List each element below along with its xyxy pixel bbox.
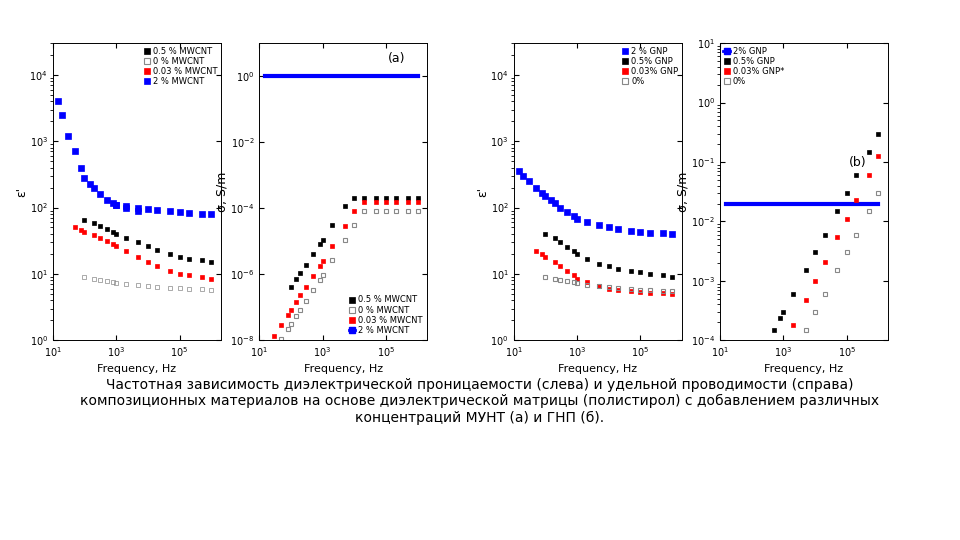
Legend: 2% GNP, 0.5% GNP, 0.03% GNP*, 0%: 2% GNP, 0.5% GNP, 0.03% GNP*, 0%	[723, 46, 784, 87]
Text: Частотная зависимость диэлектрической проницаемости (слева) и удельной проводимо: Частотная зависимость диэлектрической пр…	[81, 378, 879, 424]
X-axis label: Frequency, Hz: Frequency, Hz	[764, 364, 844, 374]
X-axis label: Frequency, Hz: Frequency, Hz	[303, 364, 383, 374]
Y-axis label: σ, S/m: σ, S/m	[216, 172, 228, 212]
Y-axis label: ε': ε'	[15, 187, 28, 197]
X-axis label: Frequency, Hz: Frequency, Hz	[558, 364, 637, 374]
Legend: 0.5 % MWCNT, 0 % MWCNT, 0.03 % MWCNT, 2 % MWCNT: 0.5 % MWCNT, 0 % MWCNT, 0.03 % MWCNT, 2 …	[143, 46, 218, 87]
Text: (a): (a)	[388, 52, 405, 65]
Y-axis label: ε': ε'	[476, 187, 489, 197]
Legend: 0.5 % MWCNT, 0 % MWCNT, 0.03 % MWCNT, 2 % MWCNT: 0.5 % MWCNT, 0 % MWCNT, 0.03 % MWCNT, 2 …	[348, 295, 423, 336]
Legend: 2 % GNP, 0.5% GNP, 0.03% GNP, 0%: 2 % GNP, 0.5% GNP, 0.03% GNP, 0%	[621, 46, 679, 87]
X-axis label: Frequency, Hz: Frequency, Hz	[97, 364, 177, 374]
Text: (b): (b)	[849, 156, 866, 169]
Y-axis label: σ, S/m: σ, S/m	[677, 172, 689, 212]
